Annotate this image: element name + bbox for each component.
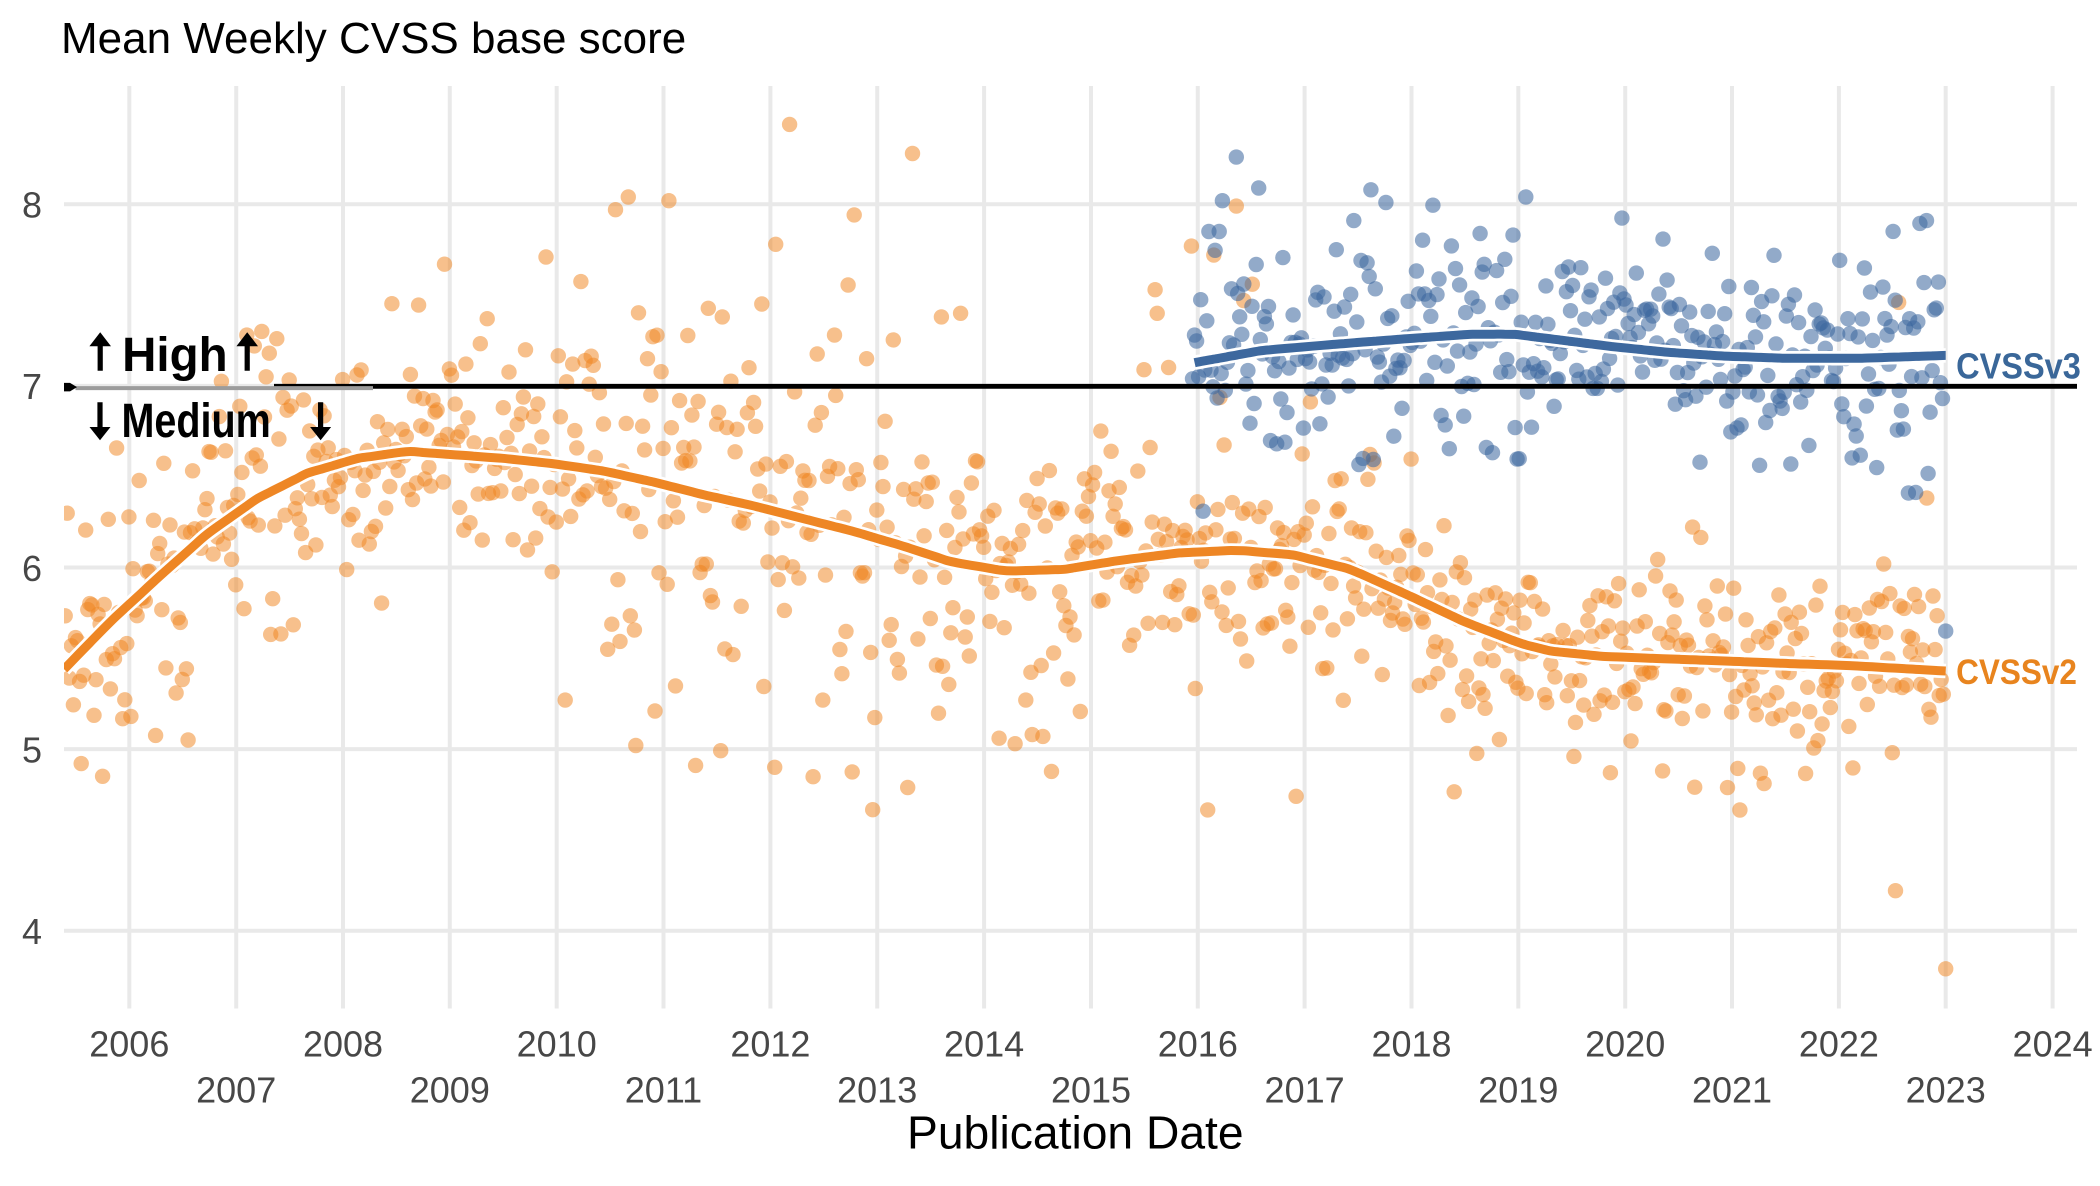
svg-text:2019: 2019 — [1478, 1070, 1558, 1111]
svg-text:4: 4 — [22, 911, 42, 952]
svg-text:2013: 2013 — [837, 1070, 917, 1111]
svg-text:5: 5 — [22, 729, 42, 770]
svg-text:2017: 2017 — [1265, 1070, 1345, 1111]
svg-text:2021: 2021 — [1692, 1070, 1772, 1111]
svg-text:2018: 2018 — [1371, 1024, 1451, 1065]
svg-text:2022: 2022 — [1799, 1024, 1879, 1065]
svg-text:7: 7 — [22, 366, 42, 407]
svg-text:2010: 2010 — [517, 1024, 597, 1065]
svg-text:2012: 2012 — [730, 1024, 810, 1065]
svg-text:CVSSv2: CVSSv2 — [1956, 653, 2077, 692]
svg-text:2011: 2011 — [625, 1070, 702, 1111]
svg-text:2024: 2024 — [2013, 1024, 2093, 1065]
svg-text:2023: 2023 — [1906, 1070, 1986, 1111]
svg-text:CVSSv3: CVSSv3 — [1956, 345, 2081, 386]
svg-text:2008: 2008 — [303, 1024, 383, 1065]
svg-text:Mean Weekly CVSS base score: Mean Weekly CVSS base score — [61, 14, 686, 63]
svg-text:2015: 2015 — [1051, 1070, 1131, 1111]
svg-text:6: 6 — [22, 548, 42, 589]
svg-text:2014: 2014 — [944, 1024, 1024, 1065]
svg-text:2016: 2016 — [1158, 1024, 1238, 1065]
svg-text:High: High — [122, 329, 228, 382]
svg-text:Medium: Medium — [122, 395, 271, 448]
svg-text:2009: 2009 — [410, 1070, 490, 1111]
svg-text:8: 8 — [22, 185, 42, 226]
svg-text:Publication Date: Publication Date — [907, 1106, 1244, 1158]
svg-text:2006: 2006 — [89, 1024, 169, 1065]
svg-text:2020: 2020 — [1585, 1024, 1665, 1065]
svg-text:2007: 2007 — [196, 1070, 276, 1111]
